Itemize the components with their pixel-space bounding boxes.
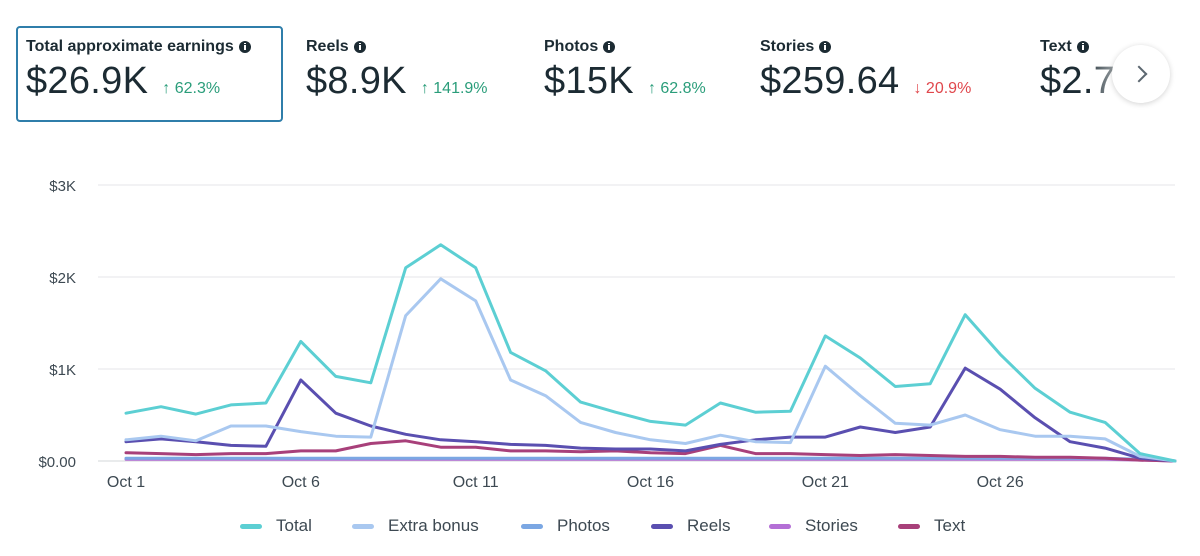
arrow-up-icon: ↑ bbox=[647, 80, 656, 97]
legend-swatch bbox=[898, 523, 920, 529]
legend-swatch bbox=[240, 523, 262, 529]
legend-item-total[interactable]: Total bbox=[240, 516, 312, 536]
legend-label: Total bbox=[276, 516, 312, 535]
card-label: Stories bbox=[760, 38, 815, 55]
legend-swatch bbox=[352, 523, 374, 529]
card-photos[interactable]: Photos $15K ↑ 62.8% bbox=[534, 26, 744, 122]
legend-swatch bbox=[769, 523, 791, 529]
card-label: Text bbox=[1040, 38, 1072, 55]
card-change: ↓ 20.9% bbox=[913, 80, 972, 97]
legend-item-extra-bonus[interactable]: Extra bonus bbox=[352, 516, 479, 536]
card-value: $8.9K bbox=[306, 60, 407, 102]
legend-label: Text bbox=[934, 516, 966, 535]
legend-label: Reels bbox=[687, 516, 731, 535]
info-icon[interactable] bbox=[603, 41, 616, 53]
x-tick-label: Oct 1 bbox=[107, 474, 145, 491]
info-icon[interactable] bbox=[1076, 41, 1089, 53]
metric-cards: Total approximate earnings $26.9K ↑ 62.3… bbox=[0, 0, 1200, 130]
series-line-text bbox=[124, 439, 1177, 463]
arrow-down-icon: ↓ bbox=[913, 80, 922, 97]
legend-item-text[interactable]: Text bbox=[898, 516, 965, 536]
y-tick-label: $1K bbox=[49, 362, 76, 379]
card-change: ↑ 62.8% bbox=[647, 80, 706, 97]
chart-legend: Total Extra bonus Photos Reels Stories Text bbox=[0, 510, 1200, 540]
legend-item-photos[interactable]: Photos bbox=[521, 516, 610, 536]
x-tick-label: Oct 21 bbox=[802, 474, 849, 491]
legend-label: Stories bbox=[805, 516, 858, 535]
arrow-up-icon: ↑ bbox=[162, 80, 171, 97]
card-stories[interactable]: Stories $259.64 ↓ 20.9% bbox=[750, 26, 1025, 122]
legend-item-stories[interactable]: Stories bbox=[769, 516, 858, 536]
legend-item-reels[interactable]: Reels bbox=[651, 516, 730, 536]
card-value: $259.64 bbox=[760, 60, 900, 102]
legend-swatch bbox=[651, 523, 673, 529]
x-tick-label: Oct 26 bbox=[977, 474, 1024, 491]
legend-label: Photos bbox=[557, 516, 610, 535]
card-total-earnings[interactable]: Total approximate earnings $26.9K ↑ 62.3… bbox=[16, 26, 283, 122]
info-icon[interactable] bbox=[819, 41, 832, 53]
card-value: $15K bbox=[544, 60, 634, 102]
card-label: Photos bbox=[544, 38, 599, 55]
card-change: ↑ 141.9% bbox=[420, 80, 488, 97]
x-tick-label: Oct 6 bbox=[282, 474, 320, 491]
y-tick-label: $2K bbox=[49, 270, 76, 287]
y-tick-label: $0.00 bbox=[38, 454, 76, 471]
series-line-extra-bonus bbox=[124, 277, 1177, 463]
x-tick-label: Oct 16 bbox=[627, 474, 674, 491]
card-label: Total approximate earnings bbox=[26, 38, 234, 55]
x-tick-label: Oct 11 bbox=[453, 474, 499, 491]
series-line-total bbox=[124, 243, 1177, 463]
next-cards-button[interactable] bbox=[1112, 45, 1170, 103]
series-line-reels bbox=[124, 366, 1177, 463]
earnings-line-chart: $0.00 $1K $2K $3K Oct 1 Oct 6 Oct 11 Oct 16 Oct … bbox=[38, 178, 1177, 491]
chevron-right-icon bbox=[1130, 65, 1148, 83]
info-icon[interactable] bbox=[238, 41, 251, 53]
card-change: ↑ 62.3% bbox=[162, 80, 221, 97]
info-icon[interactable] bbox=[353, 41, 366, 53]
y-tick-label: $3K bbox=[49, 178, 76, 195]
card-label: Reels bbox=[306, 38, 349, 55]
series-line-photos bbox=[124, 456, 1177, 463]
legend-swatch bbox=[521, 523, 543, 529]
card-value: $26.9K bbox=[26, 60, 149, 102]
arrow-up-icon: ↑ bbox=[420, 80, 429, 97]
legend-label: Extra bonus bbox=[388, 516, 479, 535]
card-reels[interactable]: Reels $8.9K ↑ 141.9% bbox=[296, 26, 526, 122]
